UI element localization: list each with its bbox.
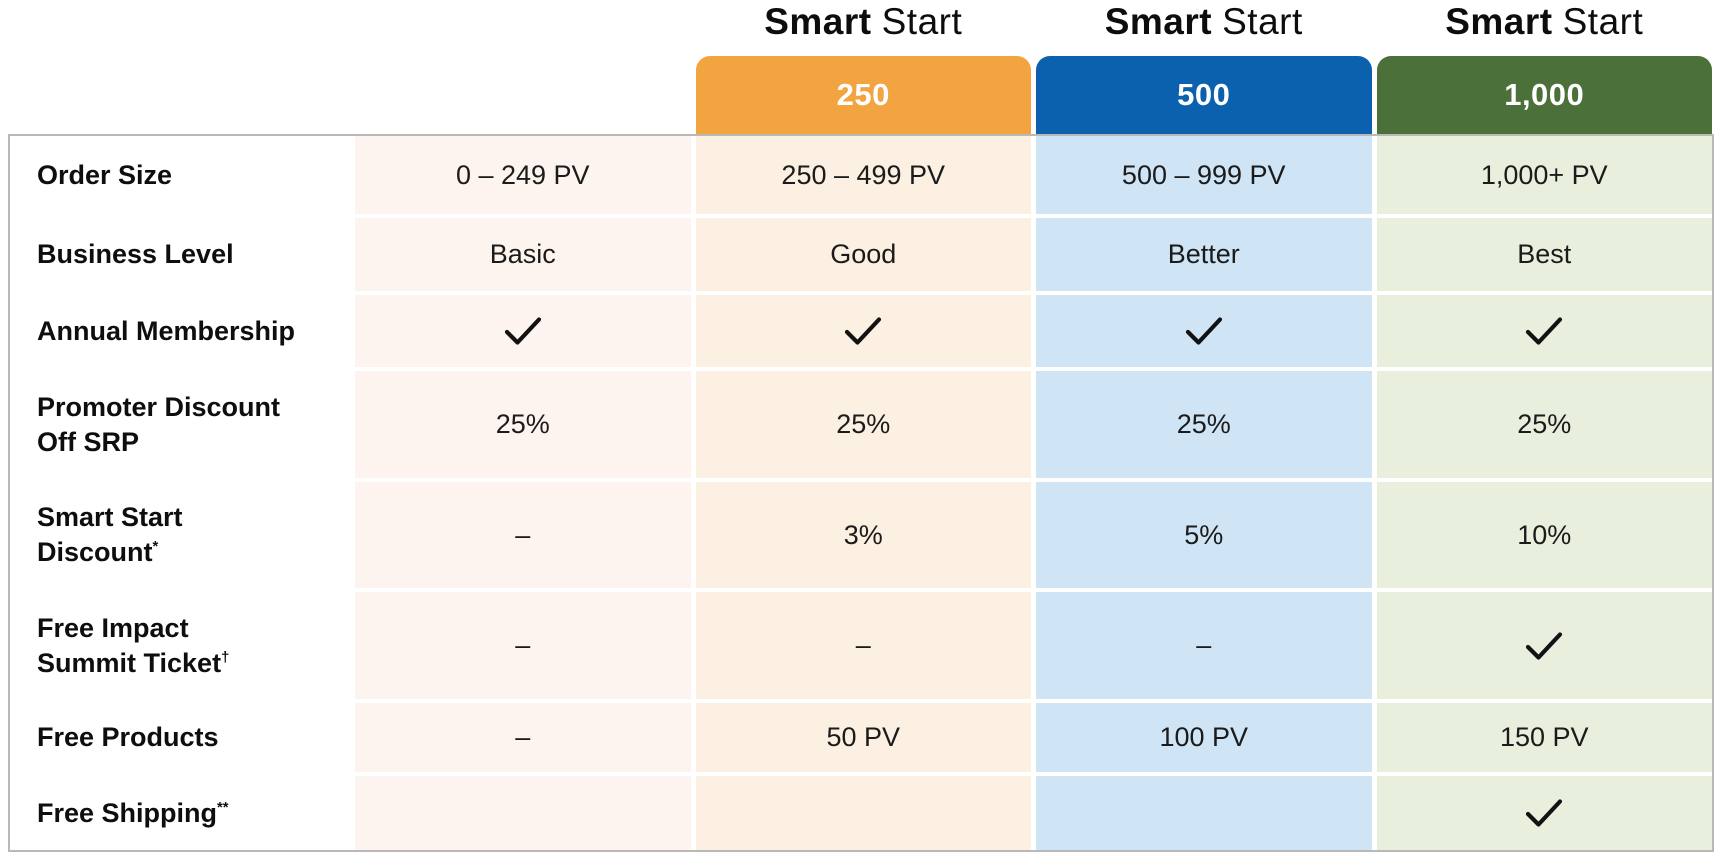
table-cell: 3% [695,482,1031,588]
product-title-bold: Smart [1104,1,1213,42]
tier-banner-label: 500 [1177,77,1231,112]
smart-start-comparison: Smart Start 250 Smart Start 500 Smart St… [8,0,1714,852]
table-cell [1376,295,1712,367]
product-header-250: Smart Start 250 [695,0,1032,134]
row-label: Annual Membership [10,295,350,367]
table-cell: 500 – 999 PV [1036,136,1372,214]
table-cell: – [355,703,691,772]
product-header-500: Smart Start 500 [1036,0,1372,134]
tier-banner-500: 500 [1036,56,1372,134]
row-label: Free Products [10,703,350,772]
table-header: Smart Start 250 Smart Start 500 Smart St… [8,0,1714,134]
table-cell: 25% [1036,371,1372,478]
row-label-text: Free Impact Summit Ticket† [37,612,230,678]
table-cell: Basic [355,218,691,291]
row-label: Free Shipping** [10,776,350,850]
table-cell: 25% [1376,371,1712,478]
table-cell [1376,592,1712,699]
product-title-bold: Smart [764,1,872,42]
table-cell: – [355,592,691,699]
footnote-marker: † [221,649,230,666]
check-icon [845,317,882,345]
footnote-marker: * [152,539,159,555]
row-label: Business Level [10,218,350,291]
footnote-marker: ** [217,799,229,816]
table-cell [355,295,691,367]
row-label-text: Annual Membership [37,315,296,346]
check-icon [1526,317,1563,345]
tier-banner-label: 250 [836,77,890,112]
product-title-regular: Start [881,1,963,42]
table-cell: 100 PV [1036,703,1372,772]
product-title: Smart Start [1377,0,1713,56]
table-cell: Better [1036,218,1372,291]
table-cell [695,776,1031,850]
table-cell [1036,295,1372,367]
check-icon [1185,317,1222,345]
table-cell: 25% [695,371,1031,478]
comparison-table-grid: Order Size 0 – 249 PV 250 – 499 PV 500 – 99… [10,136,1712,850]
row-label: Promoter Discount Off SRP [10,371,350,478]
table-cell [355,776,691,850]
row-label: Free Impact Summit Ticket† [10,592,350,699]
row-label-text: Business Level [37,239,234,270]
product-title-bold: Smart [1445,1,1553,42]
table-cell: 10% [1376,482,1712,588]
table-cell: 250 – 499 PV [695,136,1031,214]
product-title: Smart Start [696,0,1032,56]
tier-banner-label: 1,000 [1504,77,1585,112]
row-label-text: Free Shipping** [37,797,229,828]
table-cell: 1,000+ PV [1376,136,1712,214]
row-label-text: Free Products [37,722,219,753]
product-title: Smart Start [1036,0,1372,56]
table-cell: – [1036,592,1372,699]
row-label: Order Size [10,136,350,214]
table-cell: 5% [1036,482,1372,588]
table-cell [1376,776,1712,850]
row-label: Smart Start Discount* [10,482,350,588]
check-icon [504,317,541,345]
table-cell: Good [695,218,1031,291]
table-cell: 25% [355,371,691,478]
table-cell: – [355,482,691,588]
row-label-text: Promoter Discount Off SRP [37,391,281,457]
product-header-1000: Smart Start 1,000 [1376,0,1713,134]
comparison-table: Order Size 0 – 249 PV 250 – 499 PV 500 – 99… [8,134,1714,852]
product-title-regular: Start [1222,1,1303,42]
row-label-text: Order Size [37,159,173,190]
table-cell: – [695,592,1031,699]
table-cell: 50 PV [695,703,1031,772]
tier-banner-1000: 1,000 [1376,56,1712,134]
table-cell: 0 – 249 PV [355,136,691,214]
check-icon [1526,799,1563,827]
product-title-regular: Start [1562,1,1644,42]
check-icon [1526,631,1563,660]
table-cell [695,295,1031,367]
table-cell [1036,776,1372,850]
table-cell: 150 PV [1376,703,1712,772]
tier-banner-250: 250 [695,56,1031,134]
row-label-text: Smart Start Discount* [37,502,183,567]
table-cell: Best [1376,218,1712,291]
